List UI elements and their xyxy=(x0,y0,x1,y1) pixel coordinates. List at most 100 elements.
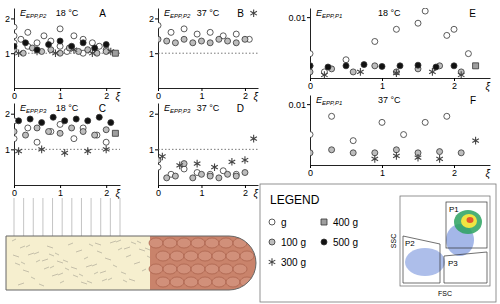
connector-line xyxy=(91,198,92,236)
y-tick: 2 xyxy=(149,14,158,24)
tube-fleck xyxy=(63,260,68,262)
subtitle: 37 °C xyxy=(197,8,220,18)
point xyxy=(158,36,161,42)
point xyxy=(329,147,335,153)
tube-fleck xyxy=(42,259,48,261)
point xyxy=(372,155,379,163)
tube-fleck xyxy=(47,246,53,248)
subtitle: 37 °C xyxy=(197,103,220,113)
point xyxy=(198,38,204,44)
x-tick-label: 1 xyxy=(199,91,204,101)
y-axis-title-sub: EPP,P3 xyxy=(26,108,47,114)
reference-line xyxy=(158,149,258,150)
y-tick-label: 1 xyxy=(5,49,10,59)
point xyxy=(422,119,428,125)
point xyxy=(458,71,465,78)
y-axis-title-sub: EPP,P2 xyxy=(26,13,47,19)
point xyxy=(34,139,40,145)
point xyxy=(397,63,403,69)
point xyxy=(38,146,45,154)
tube-fleck xyxy=(84,257,88,259)
tube-cell xyxy=(205,264,219,274)
point xyxy=(190,40,196,46)
series xyxy=(372,137,479,163)
connector-line xyxy=(33,198,34,236)
tube-fleck xyxy=(23,270,29,272)
tube-fleck xyxy=(73,275,78,277)
point xyxy=(415,20,421,26)
panel: 01212ξEEPP,P237 °CB xyxy=(149,8,259,103)
y-axis-title: EEPP,P1 xyxy=(316,8,342,19)
point xyxy=(50,114,56,120)
tube-fleck xyxy=(94,272,98,274)
y-axis-line xyxy=(14,104,15,186)
point xyxy=(473,63,479,69)
x-tick-label: 1 xyxy=(380,168,385,178)
inset-density xyxy=(461,214,477,228)
tube-cell xyxy=(170,277,184,287)
point xyxy=(57,50,63,56)
series xyxy=(158,164,239,177)
point xyxy=(14,33,17,39)
y-tick-mark xyxy=(155,18,158,19)
legend-marker xyxy=(269,219,275,225)
y-tick-label: 1 xyxy=(149,145,154,155)
tube-cell xyxy=(156,277,170,287)
point xyxy=(415,154,422,162)
x-axis-title: ξ xyxy=(486,168,491,180)
x-axis: 012 xyxy=(12,88,121,101)
point xyxy=(46,129,52,135)
x-tick-label: 1 xyxy=(199,188,204,198)
series xyxy=(310,63,464,75)
point xyxy=(14,136,17,142)
point xyxy=(310,69,313,75)
gate xyxy=(444,252,487,283)
point xyxy=(329,113,335,119)
point xyxy=(415,62,421,68)
tube-fleck xyxy=(89,244,93,246)
series xyxy=(16,114,114,125)
plot-area xyxy=(310,113,479,162)
connector-line xyxy=(42,198,43,236)
x-tick-label: 2 xyxy=(452,168,457,178)
x-axis-line xyxy=(15,88,121,89)
gate-label: P2 xyxy=(405,239,415,248)
x-tick-label: 2 xyxy=(243,91,248,101)
tube-fleck xyxy=(36,260,40,262)
tube-cell xyxy=(212,251,226,261)
connector-line xyxy=(52,198,53,236)
series xyxy=(321,68,464,78)
tube-cell xyxy=(149,264,163,274)
tube-fleck xyxy=(105,258,111,260)
x-tick-label: 2 xyxy=(452,81,457,91)
point xyxy=(233,173,239,179)
x-tick-label: 2 xyxy=(243,188,248,198)
y-tick: 1 xyxy=(5,145,14,155)
inset: P1P2P3FSCSSC xyxy=(390,196,490,297)
point xyxy=(444,113,450,119)
legend-title: LEGEND xyxy=(270,193,320,207)
x-tick: 0 xyxy=(156,88,161,101)
y-tick-mark xyxy=(155,149,158,150)
point xyxy=(103,42,109,48)
point xyxy=(216,36,222,42)
point xyxy=(372,63,378,69)
tube-fleck xyxy=(55,253,59,255)
x-tick: 0 xyxy=(12,88,17,101)
tube-fleck xyxy=(118,248,122,250)
tube-fleck xyxy=(60,281,64,283)
tube-fleck xyxy=(58,273,63,275)
legend-marker xyxy=(321,219,327,225)
y-tick: 1 xyxy=(149,145,158,155)
point xyxy=(14,24,17,30)
series xyxy=(14,24,109,56)
y-tick-mark xyxy=(307,17,310,18)
y-axis-title-sub: EPP,P1 xyxy=(322,13,342,19)
point xyxy=(250,9,257,17)
tube-fleck xyxy=(145,248,150,250)
tube-fleck xyxy=(86,265,92,267)
point xyxy=(343,57,349,63)
tube-fleck xyxy=(31,277,35,279)
x-tick: 2 xyxy=(104,185,109,198)
y-axis-title: EEPP,P2 xyxy=(20,8,47,19)
